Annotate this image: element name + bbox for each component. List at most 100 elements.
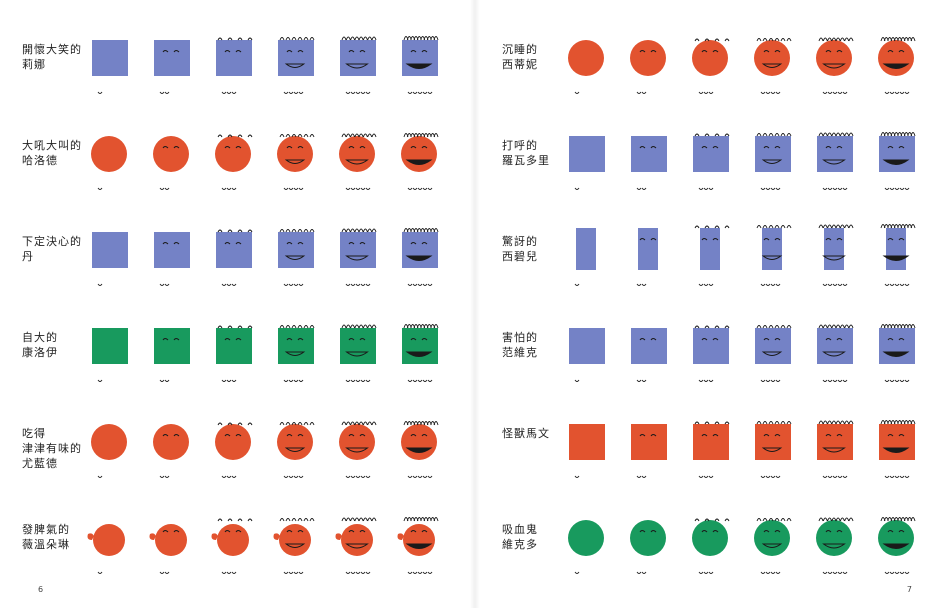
- character-name: 吃得 津津有味的 尤藍德: [22, 427, 82, 470]
- head-shape: [92, 40, 128, 76]
- head-shape: [215, 424, 251, 460]
- notation-marks: [97, 379, 103, 382]
- face-illustration: [569, 136, 605, 190]
- eye-strokes: [410, 434, 428, 437]
- notation-marks: [283, 187, 304, 190]
- head-shape: [638, 228, 658, 270]
- notation-marks: [159, 379, 170, 382]
- face-illustration: [693, 325, 730, 382]
- mouth-shape: [822, 255, 846, 261]
- hair-strokes: [279, 134, 315, 138]
- eye-strokes: [224, 530, 242, 533]
- face-illustration: [630, 40, 666, 94]
- face-sequence: [555, 126, 927, 216]
- face-drawing: [803, 126, 865, 216]
- notation-marks: [283, 571, 304, 574]
- face-illustration: [402, 228, 439, 286]
- face-illustration: [277, 134, 315, 190]
- notation-marks: [698, 91, 714, 94]
- hair-strokes: [880, 37, 916, 42]
- mouth-shape: [345, 351, 369, 357]
- mouth-shape: [284, 351, 306, 356]
- notation-marks: [97, 475, 103, 478]
- face-sequence: [78, 414, 450, 504]
- head-shape: [277, 136, 313, 172]
- face-illustration: [153, 136, 189, 190]
- face-illustration: [818, 224, 854, 286]
- face-illustration: [880, 224, 916, 286]
- face-drawing: [264, 30, 326, 120]
- notation-marks: [345, 91, 371, 94]
- head-shape: [576, 228, 596, 270]
- head-shape: [817, 424, 853, 460]
- hair-strokes: [818, 324, 854, 329]
- mouth-shape: [882, 351, 910, 357]
- notation-marks: [221, 91, 237, 94]
- face-drawing: [264, 126, 326, 216]
- character-row: 驚訝的 西碧兒: [475, 222, 950, 312]
- hair-strokes: [279, 37, 315, 41]
- head-shape: [816, 40, 852, 76]
- notation-marks: [884, 379, 910, 382]
- mouth-shape: [822, 159, 846, 165]
- mouth-shape: [345, 447, 369, 453]
- face-illustration: [879, 132, 916, 190]
- mouth-shape: [882, 447, 910, 453]
- notation-marks: [407, 187, 433, 190]
- face-sequence: [555, 318, 927, 408]
- face-drawing: [78, 318, 140, 408]
- hair-strokes: [880, 324, 916, 329]
- notation-marks: [407, 475, 433, 478]
- face-drawing: [140, 318, 202, 408]
- character-name: 驚訝的 西碧兒: [502, 235, 538, 263]
- hair-strokes: [880, 132, 916, 137]
- face-drawing: [78, 414, 140, 504]
- face-drawing: [679, 510, 741, 600]
- mouth-shape: [405, 63, 433, 69]
- notation-marks: [884, 283, 910, 286]
- notation-marks: [159, 283, 170, 286]
- notation-marks: [636, 283, 647, 286]
- notation-marks: [636, 379, 647, 382]
- eye-strokes: [701, 50, 719, 53]
- face-illustration: [694, 225, 730, 286]
- notation-marks: [760, 475, 781, 478]
- face-drawing: [741, 126, 803, 216]
- head-shape: [402, 40, 438, 76]
- face-illustration: [569, 424, 605, 478]
- head-shape: [879, 328, 915, 364]
- face-drawing: [555, 30, 617, 120]
- face-illustration: [756, 225, 792, 286]
- face-illustration: [754, 38, 792, 94]
- notation-marks: [884, 91, 910, 94]
- eye-strokes: [887, 338, 905, 341]
- notation-marks: [159, 91, 170, 94]
- character-row: 自大的 康洛伊: [0, 318, 475, 408]
- eye-strokes: [286, 242, 304, 245]
- hair-strokes: [694, 225, 730, 229]
- face-drawing: [388, 30, 450, 120]
- notation-marks: [221, 571, 237, 574]
- eye-strokes: [701, 338, 719, 341]
- notation-marks: [822, 475, 848, 478]
- head-shape: [816, 520, 852, 556]
- hair-strokes: [756, 518, 792, 522]
- hair-strokes: [403, 133, 439, 138]
- head-shape: [569, 328, 605, 364]
- face-illustration: [692, 518, 730, 574]
- character-row: 沉睡的 西蒂妮: [475, 30, 950, 120]
- mouth-shape: [284, 159, 306, 164]
- face-drawing: [617, 222, 679, 312]
- head-shape: [278, 40, 314, 76]
- face-illustration: [755, 133, 792, 190]
- face-drawing: [202, 222, 264, 312]
- face-illustration: [755, 325, 792, 382]
- hair-strokes: [217, 229, 253, 233]
- face-drawing: [741, 414, 803, 504]
- head-shape: [92, 232, 128, 268]
- eye-strokes: [286, 146, 304, 149]
- eye-strokes: [224, 146, 242, 149]
- notation-marks: [407, 379, 433, 382]
- eye-strokes: [162, 530, 180, 533]
- notation-marks: [221, 283, 237, 286]
